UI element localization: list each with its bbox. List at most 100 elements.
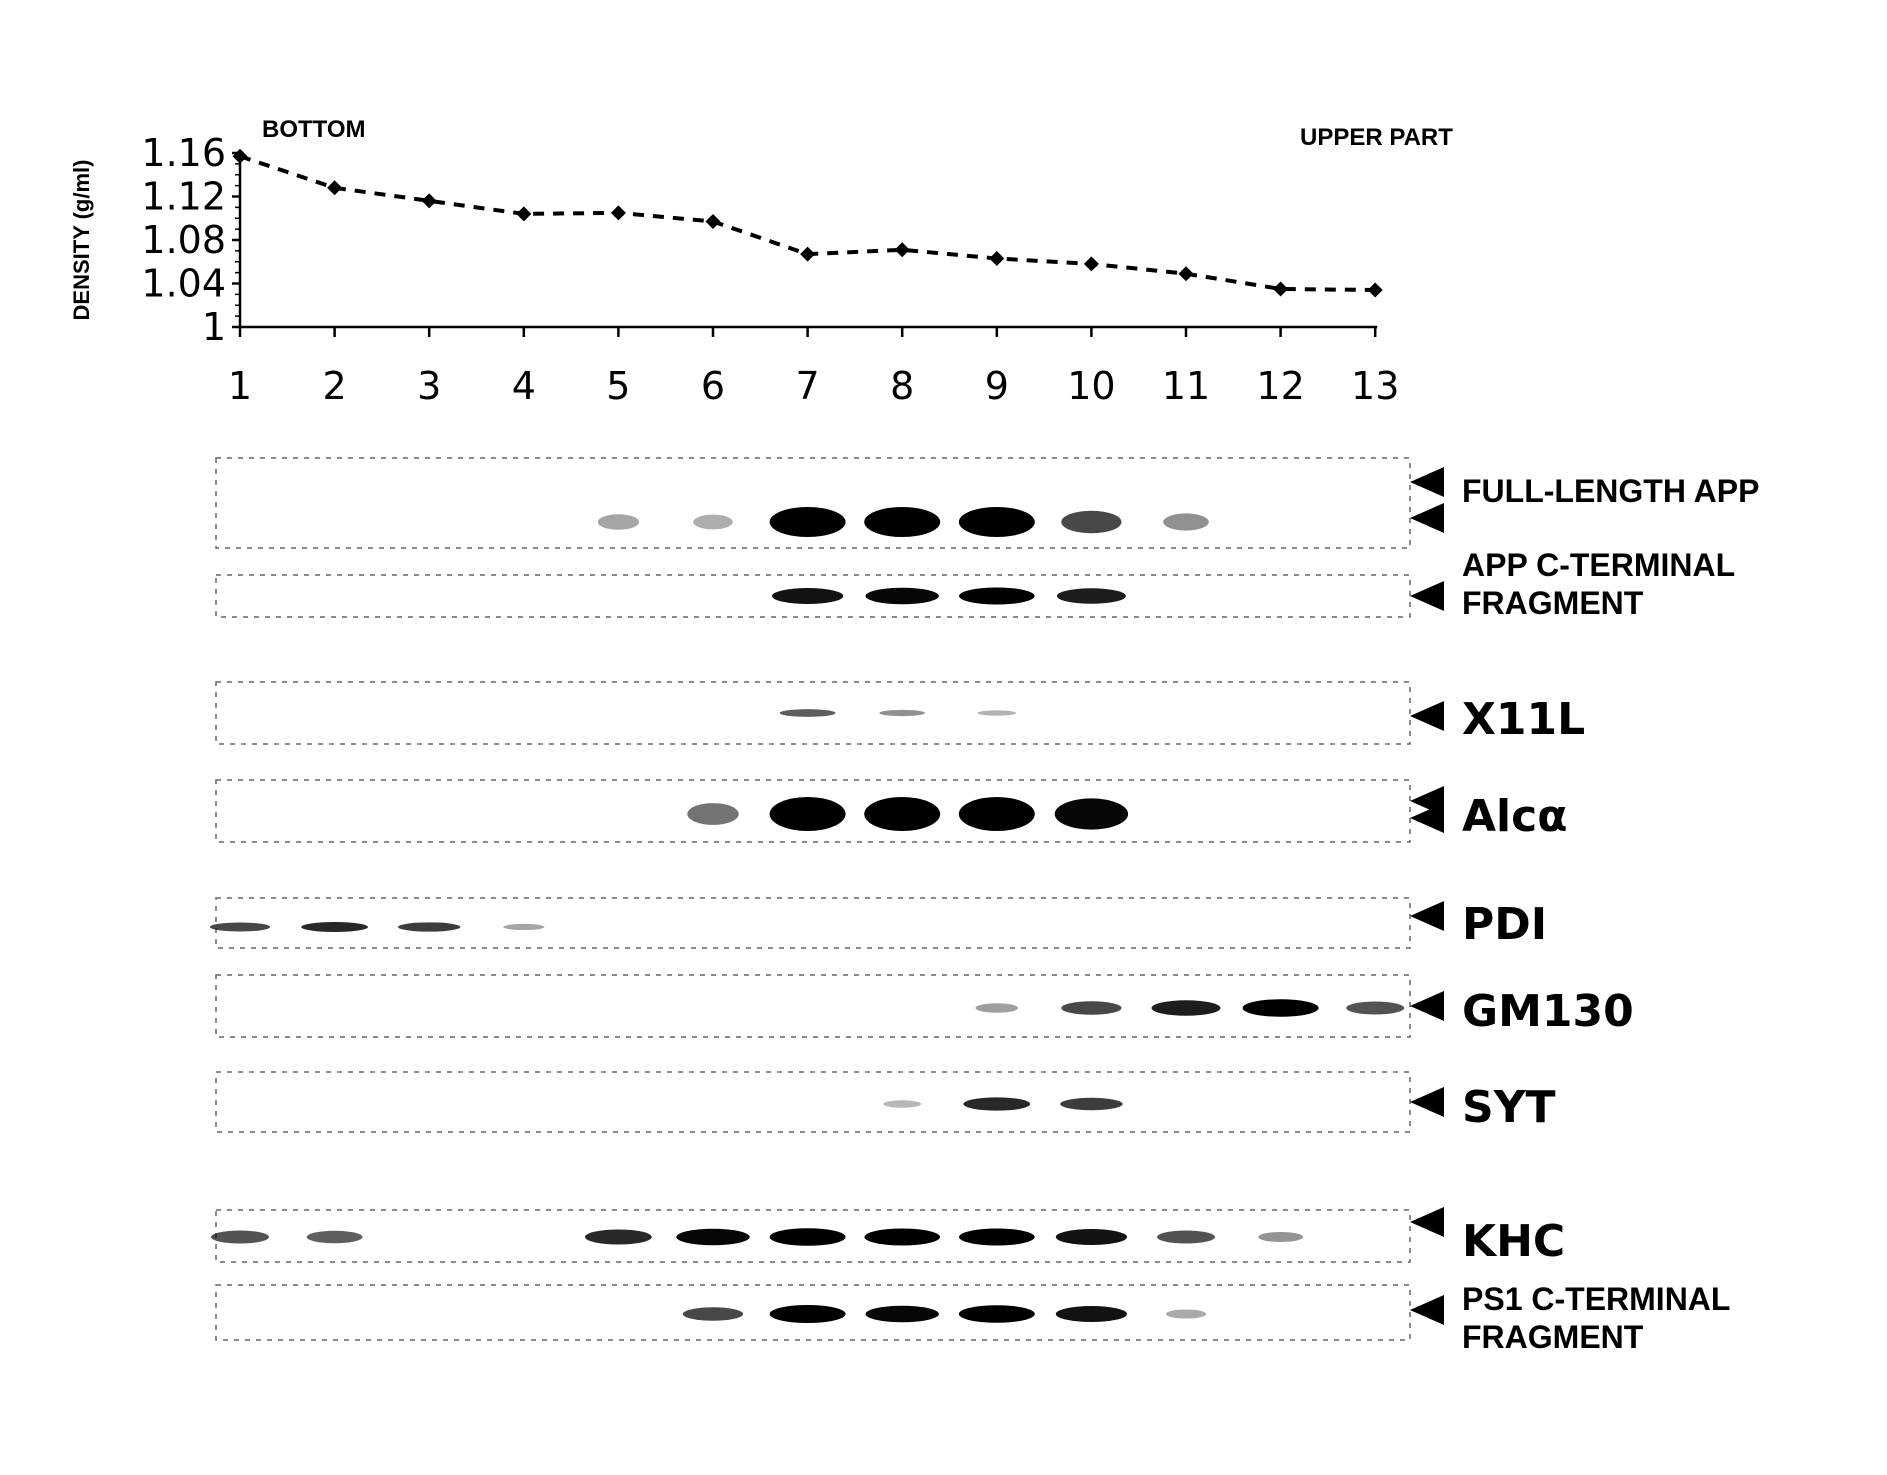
blot-band xyxy=(883,1100,921,1108)
band-arrowhead xyxy=(1410,467,1444,497)
density-series-line xyxy=(240,156,1375,290)
blot-label: FRAGMENT xyxy=(1462,1319,1644,1355)
blot-band xyxy=(211,1230,269,1243)
blot-band xyxy=(1152,1000,1221,1016)
data-point xyxy=(327,180,342,195)
blot-band xyxy=(864,797,940,831)
blot-band xyxy=(1056,1306,1127,1322)
data-point xyxy=(611,205,626,220)
data-point xyxy=(422,193,437,208)
data-point xyxy=(1084,256,1099,271)
data-point xyxy=(706,214,721,229)
blot-panel: PS1 C-TERMINALFRAGMENT xyxy=(216,1281,1730,1355)
blot-band xyxy=(687,803,738,825)
blot-band xyxy=(959,797,1035,831)
blot-panel: X11L xyxy=(216,682,1585,745)
x-tick-label: 6 xyxy=(701,364,725,408)
blot-band xyxy=(864,507,940,537)
blot-band xyxy=(676,1229,749,1246)
y-ticks: 11.041.081.121.16 xyxy=(141,131,240,349)
blot-band xyxy=(1061,511,1121,534)
band-arrowhead xyxy=(1410,1087,1444,1117)
western-blot-panels: FULL-LENGTH APPAPP C-TERMINALFRAGMENTX11… xyxy=(210,458,1760,1355)
blot-panel: FULL-LENGTH APP xyxy=(216,458,1759,548)
blot-label: GM130 xyxy=(1462,986,1634,1037)
blot-band xyxy=(866,588,939,605)
x-tick-label: 13 xyxy=(1351,364,1399,408)
y-tick-label: 1.08 xyxy=(141,218,226,262)
blot-panel: KHC xyxy=(211,1207,1565,1267)
blot-panel: PDI xyxy=(210,898,1547,950)
blot-band xyxy=(780,709,836,717)
blot-band xyxy=(1055,798,1128,829)
x-tick-label: 7 xyxy=(796,364,820,408)
data-point xyxy=(516,206,531,221)
band-arrowhead xyxy=(1410,503,1444,533)
blot-band xyxy=(1163,513,1209,530)
x-tick-label: 12 xyxy=(1256,364,1304,408)
y-tick-label: 1.16 xyxy=(141,131,226,175)
blot-label: PDI xyxy=(1462,899,1547,950)
blot-band xyxy=(503,924,544,930)
blot-band xyxy=(598,514,639,529)
y-tick-label: 1 xyxy=(202,305,226,349)
blot-band xyxy=(683,1307,743,1321)
blot-band xyxy=(585,1229,652,1244)
blot-band xyxy=(959,507,1035,537)
x-tick-label: 2 xyxy=(323,364,347,408)
x-tick-label: 9 xyxy=(985,364,1009,408)
blot-label: SYT xyxy=(1462,1082,1556,1133)
blot-strip-outline xyxy=(216,1072,1410,1132)
x-tick-label: 5 xyxy=(606,364,630,408)
blot-label: PS1 C-TERMINAL xyxy=(1462,1281,1730,1317)
x-ticks: 12345678910111213 xyxy=(228,327,1399,408)
blot-panel: SYT xyxy=(216,1072,1556,1133)
blot-band xyxy=(210,922,270,931)
blot-band xyxy=(1346,1001,1404,1014)
blot-band xyxy=(1258,1232,1303,1242)
blot-strip-outline xyxy=(216,975,1410,1037)
blot-band xyxy=(770,507,846,537)
blot-band xyxy=(977,710,1016,715)
density-series-points xyxy=(233,149,1383,298)
blot-band xyxy=(301,922,368,932)
band-arrowhead xyxy=(1410,581,1444,611)
blot-label: FULL-LENGTH APP xyxy=(1462,473,1759,509)
blot-band xyxy=(1243,999,1319,1017)
blot-band xyxy=(1056,1229,1127,1245)
blot-label: X11L xyxy=(1462,694,1585,745)
blot-panel: APP C-TERMINALFRAGMENT xyxy=(216,547,1735,621)
data-point xyxy=(800,247,815,262)
blot-label: Alcα xyxy=(1462,791,1567,842)
blot-band xyxy=(963,1097,1030,1110)
blot-band xyxy=(879,710,925,716)
band-arrowhead xyxy=(1410,901,1444,931)
data-point xyxy=(1273,281,1288,296)
y-tick-label: 1.04 xyxy=(141,262,226,306)
band-arrowhead xyxy=(1410,1295,1444,1325)
blot-band xyxy=(866,1306,939,1323)
x-tick-label: 10 xyxy=(1067,364,1115,408)
blot-panel: Alcα xyxy=(216,780,1567,842)
blot-band xyxy=(959,587,1035,604)
annotation-bottom: BOTTOM xyxy=(262,116,366,143)
blot-band xyxy=(959,1305,1035,1323)
data-point xyxy=(895,242,910,257)
blot-band xyxy=(693,515,733,530)
density-line-chart: DENSITY (g/ml) BOTTOM UPPER PART 11.041.… xyxy=(69,116,1453,408)
blot-band xyxy=(1061,1001,1121,1015)
data-point xyxy=(1179,266,1194,281)
data-point xyxy=(989,251,1004,266)
blot-label: FRAGMENT xyxy=(1462,585,1644,621)
x-tick-label: 3 xyxy=(417,364,441,408)
blot-band xyxy=(1057,588,1126,604)
blot-label: APP C-TERMINAL xyxy=(1462,547,1735,583)
x-tick-label: 1 xyxy=(228,364,252,408)
blot-band xyxy=(398,922,460,931)
data-point xyxy=(233,149,248,164)
blot-band xyxy=(770,1228,846,1246)
blot-band xyxy=(772,588,843,604)
blot-band xyxy=(307,1231,363,1244)
y-tick-label: 1.12 xyxy=(141,175,226,219)
